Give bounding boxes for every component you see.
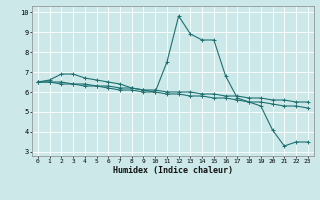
X-axis label: Humidex (Indice chaleur): Humidex (Indice chaleur): [113, 166, 233, 175]
